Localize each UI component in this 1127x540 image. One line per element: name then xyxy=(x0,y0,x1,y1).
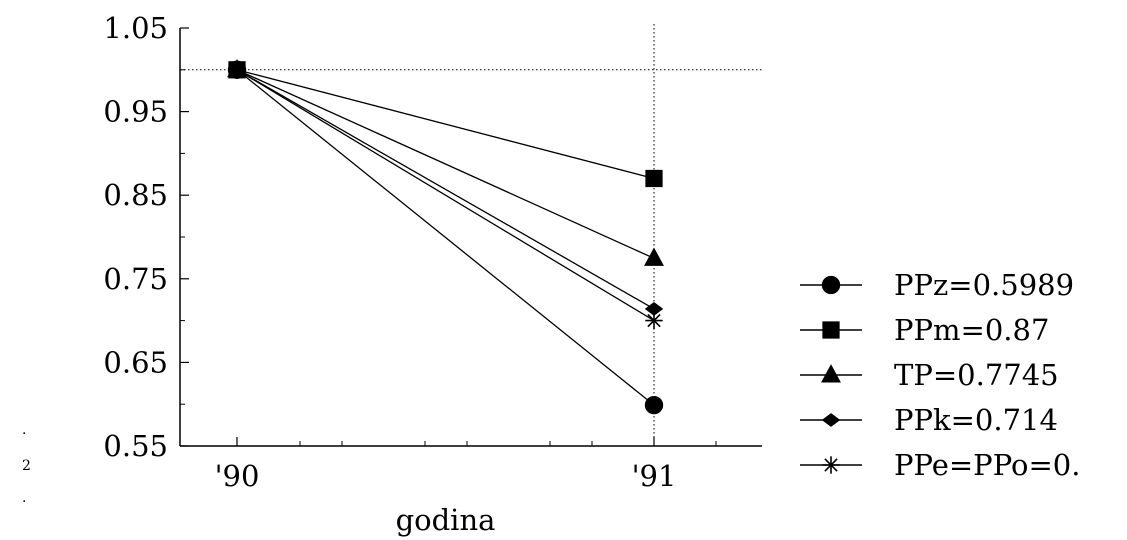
left-edge-marks: · 2 · xyxy=(22,426,31,510)
x-axis-label: godina xyxy=(396,503,496,537)
circle-marker xyxy=(644,395,664,415)
y-tick-label: 0.65 xyxy=(103,345,168,379)
legend-item: PPm=0.87 xyxy=(800,313,1049,347)
x-ticks: '90 '91 xyxy=(215,437,717,493)
legend-item: PPk=0.714 xyxy=(800,403,1058,437)
x-tick-label: '91 xyxy=(632,459,677,493)
series-path xyxy=(236,69,655,180)
y-tick-label: 0.85 xyxy=(103,178,168,212)
edge-mark: 2 xyxy=(22,458,31,474)
diamond-marker xyxy=(821,413,841,427)
series-line xyxy=(228,61,663,188)
series-path xyxy=(236,69,655,259)
edge-mark: · xyxy=(22,426,26,442)
y-tick-label: 0.75 xyxy=(103,262,168,296)
legend-label: PPz=0.5989 xyxy=(894,268,1074,302)
series-line xyxy=(228,61,663,330)
series-line xyxy=(227,60,664,415)
y-tick-label: 0.95 xyxy=(103,95,168,129)
triangle-marker xyxy=(821,364,841,383)
asterisk-marker xyxy=(228,61,246,79)
series-path xyxy=(236,69,655,310)
x-tick-label: '90 xyxy=(215,459,260,493)
asterisk-marker xyxy=(645,311,663,330)
reference-lines xyxy=(180,24,762,446)
series-path xyxy=(236,69,655,406)
circle-marker xyxy=(821,275,841,295)
legend-label: PPm=0.87 xyxy=(894,313,1049,347)
y-ticks: 1.05 0.95 0.85 0.75 0.65 0.55 xyxy=(103,11,189,463)
legend-item: PPe=PPo=0. xyxy=(800,448,1080,482)
legend: PPz=0.5989 PPm=0.87 TP=0.7745 PPk=0.714 PPe=… xyxy=(800,268,1080,482)
series-path xyxy=(236,69,655,322)
square-marker xyxy=(822,321,840,339)
series-line xyxy=(227,58,664,266)
triangle-marker xyxy=(644,247,664,266)
axes xyxy=(179,28,762,447)
legend-label: PPk=0.714 xyxy=(894,403,1058,437)
legend-item: PPz=0.5989 xyxy=(800,268,1074,302)
square-marker xyxy=(645,169,663,188)
legend-label: TP=0.7745 xyxy=(894,358,1059,392)
series-line xyxy=(227,62,664,316)
legend-label: PPe=PPo=0. xyxy=(894,448,1080,482)
edge-mark: · xyxy=(22,494,26,510)
y-tick-label: 0.55 xyxy=(103,429,168,463)
series-group xyxy=(227,58,664,415)
legend-item: TP=0.7745 xyxy=(800,358,1059,392)
asterisk-marker xyxy=(822,456,840,474)
y-tick-label: 1.05 xyxy=(103,11,168,45)
